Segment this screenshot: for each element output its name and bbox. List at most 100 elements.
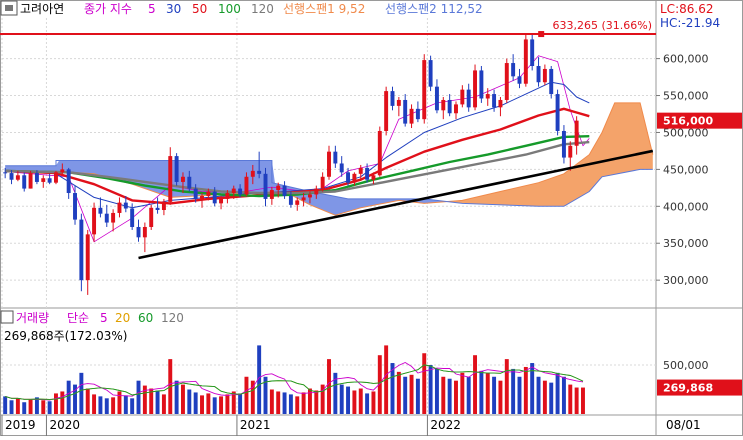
volume-bar	[511, 368, 516, 414]
candle-body	[542, 68, 547, 83]
volume-bar	[193, 392, 198, 414]
volume-bar	[130, 398, 135, 414]
volume-bar	[66, 380, 71, 414]
candle-body	[66, 169, 71, 194]
volume-bar	[403, 376, 408, 414]
volume-bar	[15, 398, 20, 414]
candle-body	[168, 156, 173, 202]
candle-body	[479, 70, 484, 99]
candle-body	[9, 173, 14, 180]
candle-body	[161, 201, 166, 210]
volume-bar	[346, 386, 351, 414]
x-axis-date-label: 08/01	[666, 418, 701, 432]
volume-bar	[460, 372, 465, 414]
candle-body	[269, 190, 274, 199]
volume-bar	[79, 372, 84, 414]
price-tick-label: 400,000	[663, 200, 709, 213]
candle-body	[555, 94, 560, 131]
high-price-label: 633,265 (31.66%)	[552, 19, 652, 32]
volume-bar	[466, 376, 471, 414]
volume-bar	[301, 392, 306, 414]
volume-bar	[47, 401, 52, 414]
candle-body	[136, 226, 141, 238]
candle-body	[3, 172, 8, 174]
volume-bar	[54, 393, 58, 414]
collapse-toggle-icon	[5, 5, 13, 11]
candle-body	[473, 70, 478, 108]
candle-body	[352, 173, 357, 183]
leading-span1-line	[5, 102, 654, 216]
volume-bar	[288, 394, 293, 414]
candle-body	[485, 94, 490, 99]
candle-body	[130, 208, 135, 227]
high-marker	[538, 31, 545, 38]
volume-bar	[111, 397, 116, 414]
volume-bar	[22, 402, 27, 414]
price-tick-label: 350,000	[663, 237, 709, 250]
volume-bar	[327, 359, 331, 414]
candle-body	[307, 194, 312, 198]
current-volume-tag	[657, 379, 742, 396]
price-legend-item: 선행스팬2 112,52	[385, 1, 483, 16]
candle-body	[333, 151, 338, 164]
volume-bar	[479, 370, 484, 414]
candle-body	[187, 176, 192, 189]
price-tick-label: 450,000	[663, 163, 709, 176]
volume-bar	[155, 390, 160, 414]
candle-body	[98, 207, 103, 214]
candle-body	[492, 94, 497, 108]
candle-body	[174, 156, 179, 182]
candle-body	[193, 188, 198, 199]
volume-bar	[352, 390, 357, 414]
price-legend-item: 종가 지수	[84, 2, 132, 16]
candle-body	[117, 202, 122, 213]
candle-body	[22, 175, 27, 189]
volume-bar	[473, 355, 478, 414]
volume-legend-item: 60	[138, 311, 153, 325]
x-axis-label: 2019	[5, 418, 36, 432]
lc-indicator: LC:86.62	[660, 2, 713, 16]
candle-body	[403, 99, 408, 124]
volume-bar	[187, 389, 192, 414]
candle-body	[561, 130, 566, 158]
volume-bar	[225, 394, 230, 414]
price-legend-item: 100	[218, 2, 241, 16]
candle-body	[295, 200, 300, 205]
candle-body	[180, 176, 185, 182]
volume-bar	[568, 384, 573, 414]
volume-bar	[98, 396, 103, 414]
volume-bar	[117, 391, 122, 414]
volume-bar	[142, 385, 147, 414]
volume-bar	[276, 391, 281, 414]
volume-bar	[530, 363, 535, 414]
price-legend-item: 30	[166, 2, 181, 16]
candle-body	[15, 175, 20, 180]
volume-bar	[549, 382, 554, 414]
volume-bar	[415, 378, 420, 414]
candle-body	[92, 207, 97, 235]
candle-body	[225, 193, 230, 199]
volume-bar	[523, 366, 528, 414]
candle-body	[314, 188, 319, 195]
volume-bar	[180, 384, 185, 414]
stock-name: 고려아연	[20, 2, 64, 16]
volume-bar	[365, 393, 370, 414]
candle-body	[339, 163, 344, 173]
volume-legend-item: 120	[161, 311, 184, 325]
volume-bar	[41, 400, 46, 414]
volume-collapse-toggle[interactable]	[0, 310, 14, 324]
volume-bar	[390, 363, 395, 414]
volume-bar	[358, 388, 363, 414]
candle-body	[396, 99, 401, 106]
volume-bar	[92, 394, 97, 414]
candle-body	[149, 207, 154, 227]
volume-bar	[174, 380, 179, 414]
candle-body	[219, 198, 224, 204]
volume-bar	[104, 398, 109, 414]
volume-bar	[3, 396, 8, 414]
volume-bar	[206, 393, 211, 414]
volume-info: 269,868주(172.03%)	[4, 329, 127, 343]
candle-body	[384, 91, 389, 131]
current-price-label: 516,000	[663, 115, 713, 128]
